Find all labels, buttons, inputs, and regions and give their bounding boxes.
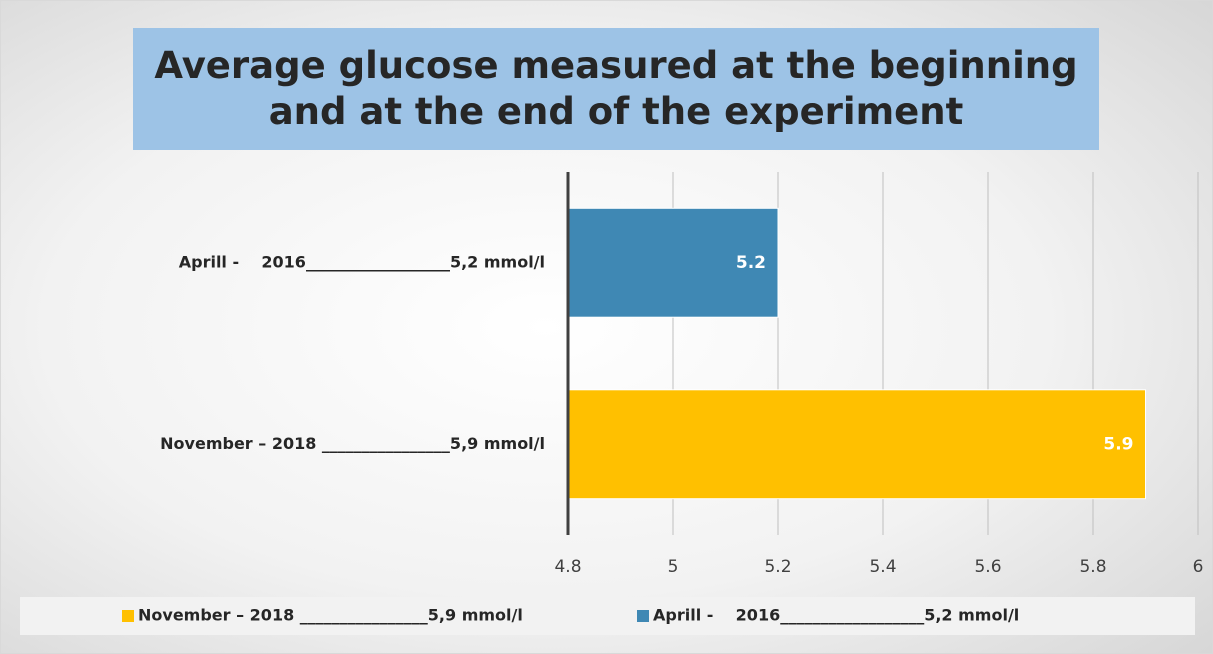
data-label: 5.9	[1103, 434, 1133, 454]
legend-box	[20, 597, 1195, 635]
y-tick-label: November – 2018 ________________5,9 mmol…	[160, 434, 545, 453]
legend-swatch	[637, 610, 649, 622]
bar	[567, 389, 1146, 500]
x-tick-label: 5.4	[869, 557, 896, 577]
bar	[567, 207, 779, 318]
x-tick-label: 4.8	[554, 557, 581, 577]
legend-label: Aprill - 2016__________________5,2 mmol/…	[653, 606, 1019, 625]
data-label: 5.2	[736, 253, 766, 273]
y-tick-label: Aprill - 2016__________________5,2 mmol/…	[179, 252, 545, 271]
legend-label: November – 2018 ________________5,9 mmol…	[138, 606, 523, 625]
x-tick-label: 6	[1193, 557, 1204, 577]
chart-title: Average glucose measured at the beginnin…	[133, 28, 1099, 150]
x-tick-label: 5.6	[974, 557, 1001, 577]
x-tick-label: 5	[668, 557, 679, 577]
x-tick-label: 5.2	[764, 557, 791, 577]
x-tick-label: 5.8	[1079, 557, 1106, 577]
legend-swatch	[122, 610, 134, 622]
